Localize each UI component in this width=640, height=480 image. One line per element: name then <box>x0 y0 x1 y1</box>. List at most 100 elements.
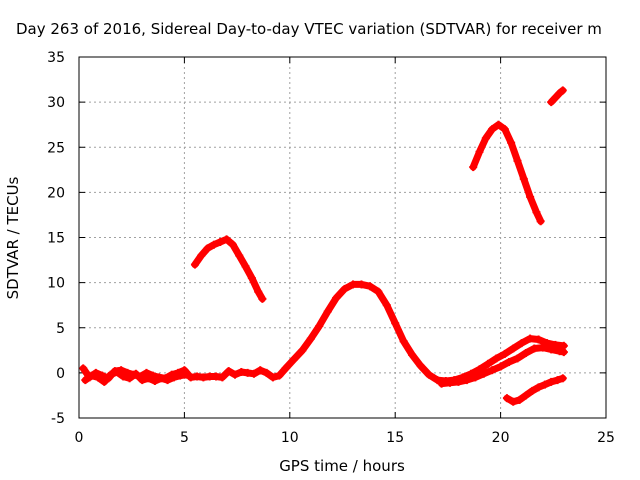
series-main-hump-lower <box>438 344 568 388</box>
data-point <box>475 147 484 156</box>
x-tick-label: 25 <box>597 430 615 446</box>
data-point <box>230 370 239 379</box>
data-point <box>81 376 90 385</box>
data-point <box>169 373 178 382</box>
data-point <box>349 280 358 289</box>
data-point <box>433 376 442 385</box>
data-point <box>502 394 511 403</box>
data-point <box>553 376 562 385</box>
y-tick-label: 0 <box>56 366 65 382</box>
plot-frame <box>78 56 607 419</box>
series-main-hump <box>282 280 568 385</box>
y-tick-label: 25 <box>47 140 65 156</box>
data-point <box>112 367 121 376</box>
data-point <box>106 370 115 379</box>
data-point <box>254 287 263 296</box>
data-point <box>157 374 166 383</box>
data-point <box>526 192 535 201</box>
data-point <box>150 376 159 385</box>
data-point <box>281 364 290 373</box>
data-point <box>399 337 408 346</box>
data-point <box>488 366 497 375</box>
data-point <box>507 138 516 147</box>
data-point <box>479 369 488 378</box>
data-point <box>513 354 522 363</box>
data-point <box>547 377 556 386</box>
series-segment-5-9h <box>191 235 266 303</box>
data-point <box>530 344 539 353</box>
data-point <box>258 294 267 303</box>
y-tick-label: 35 <box>47 50 65 66</box>
data-point <box>100 377 109 386</box>
data-point <box>481 134 490 143</box>
data-point <box>462 376 471 385</box>
data-point <box>306 334 315 343</box>
data-point <box>532 208 541 217</box>
data-point <box>93 373 102 382</box>
data-point <box>494 120 503 129</box>
data-point <box>357 280 366 289</box>
data-point <box>521 349 530 358</box>
data-point <box>332 293 341 302</box>
data-point <box>538 343 547 352</box>
data-point <box>374 287 383 296</box>
data-point <box>558 374 567 383</box>
data-point <box>483 359 492 368</box>
data-point <box>559 348 568 357</box>
data-point <box>469 163 478 172</box>
data-point <box>144 374 153 383</box>
data-point <box>526 334 535 343</box>
y-tick-label: 15 <box>47 231 65 247</box>
data-point <box>416 361 425 370</box>
grid <box>78 56 607 419</box>
data-point <box>513 156 522 165</box>
data-point <box>391 319 400 328</box>
x-tick-label: 15 <box>386 430 404 446</box>
data-point <box>249 369 258 378</box>
data-point <box>547 345 556 354</box>
data-point <box>163 376 172 385</box>
data-point <box>87 371 96 380</box>
data-point <box>268 373 277 382</box>
data-marks <box>79 86 568 406</box>
data-point <box>119 372 128 381</box>
x-tick-label: 10 <box>281 430 299 446</box>
data-point <box>182 370 191 379</box>
data-point <box>247 274 256 283</box>
y-tick-label: 5 <box>56 321 65 337</box>
x-axis-label: GPS time / hours <box>279 457 405 475</box>
data-point <box>256 366 265 375</box>
data-point <box>517 339 526 348</box>
y-tick-label: -5 <box>51 411 65 427</box>
data-point <box>424 370 433 379</box>
tick-labels: 0 5 10 15 20 25 -5 0 5 10 15 20 25 30 35 <box>47 50 615 446</box>
data-point <box>437 379 446 388</box>
data-point <box>528 386 537 395</box>
data-point <box>228 240 237 249</box>
chart-title: Day 263 of 2016, Sidereal Day-to-day VTE… <box>16 20 602 38</box>
data-point <box>241 262 250 271</box>
data-point <box>515 395 524 404</box>
data-point <box>488 125 497 134</box>
data-point <box>534 383 543 392</box>
data-point <box>209 240 218 249</box>
data-point <box>519 174 528 183</box>
data-point <box>365 282 374 291</box>
data-point <box>323 307 332 316</box>
x-tick-label: 0 <box>75 430 84 446</box>
data-point <box>382 301 391 310</box>
data-point <box>471 373 480 382</box>
data-point <box>222 235 231 244</box>
data-point <box>509 344 518 353</box>
y-tick-label: 10 <box>47 276 65 292</box>
data-point <box>446 378 455 387</box>
data-point <box>125 374 134 383</box>
data-point <box>500 125 509 134</box>
data-point <box>131 369 140 378</box>
data-point <box>216 238 225 247</box>
data-point <box>496 362 505 371</box>
data-point <box>224 367 233 376</box>
data-point <box>290 355 299 364</box>
data-point <box>190 260 199 269</box>
y-tick-label: 30 <box>47 95 65 111</box>
